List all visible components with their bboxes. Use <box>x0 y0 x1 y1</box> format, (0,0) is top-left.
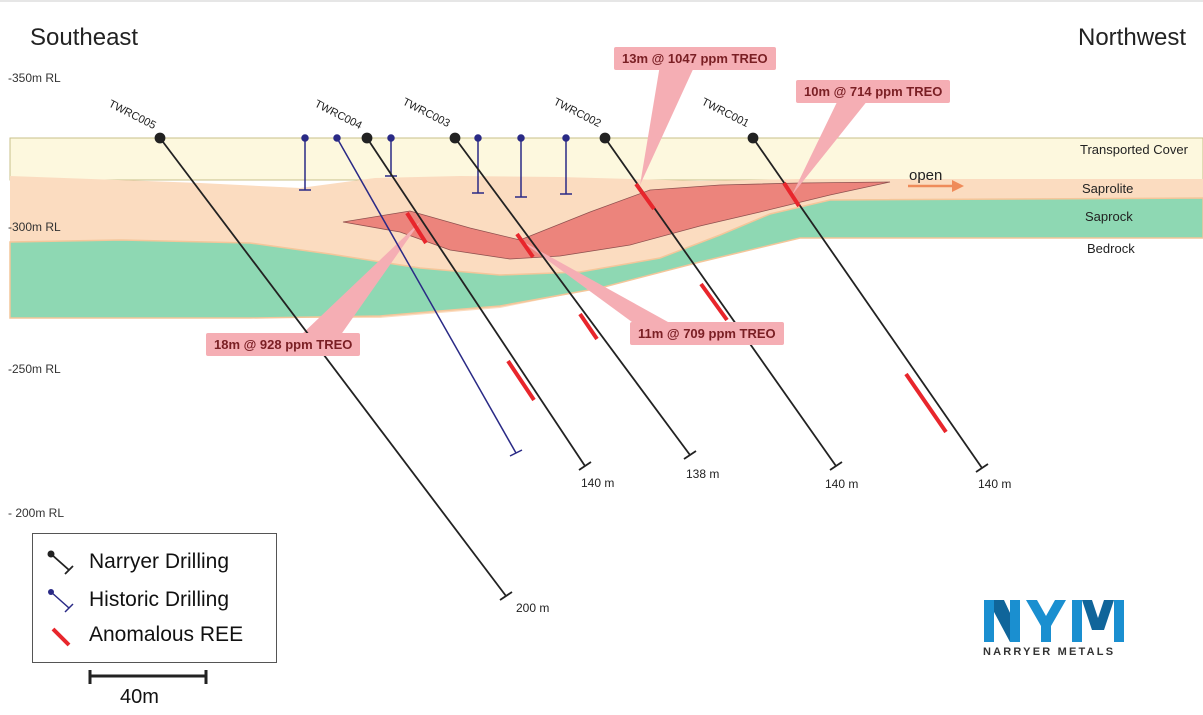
historic-drill-icon <box>48 589 74 613</box>
scale-bar-label: 40m <box>120 686 159 708</box>
saprock-layer <box>9 197 1203 319</box>
legend: Narryer Drilling Historic Drilling Anoma… <box>32 533 277 663</box>
open-arrow <box>908 180 964 192</box>
callout-pointer-18m <box>300 222 420 336</box>
callout-18m: 18m @ 928 ppm TREO <box>206 333 361 356</box>
saprock-label: Saprock <box>1085 209 1133 224</box>
depth-twrc003: 138 m <box>686 467 720 481</box>
transported-cover-label: Transported Cover <box>1080 142 1188 157</box>
callout-10m: 10m @ 714 ppm TREO <box>796 80 951 103</box>
legend-label-historic: Historic Drilling <box>89 588 230 611</box>
logo-company-name: NARRYER METALS <box>983 646 1116 658</box>
depth-twrc004: 140 m <box>581 476 615 490</box>
callout-pointer-11m <box>520 240 668 322</box>
rl-300-label: -300m RL <box>8 220 61 234</box>
anomalous-ree-icon <box>51 627 71 647</box>
open-label: open <box>909 167 943 184</box>
saprolite-label: Saprolite <box>1082 181 1134 196</box>
narryer-drill-icon <box>47 550 74 575</box>
callout-pointer-13m <box>640 65 695 185</box>
depth-twrc005: 200 m <box>516 601 550 615</box>
rl-200-label: - 200m RL <box>8 506 65 520</box>
callout-11m: 11m @ 709 ppm TREO <box>630 322 784 345</box>
depth-twrc001: 140 m <box>978 477 1012 491</box>
legend-label-narryer: Narryer Drilling <box>89 550 230 573</box>
bedrock-label: Bedrock <box>1087 241 1135 256</box>
legend-label-anomalous: Anomalous REE <box>89 623 244 646</box>
anomalous-ree-intervals <box>405 181 948 434</box>
legend-item-anomalous: Anomalous REE <box>33 619 276 653</box>
transported-cover-layer <box>9 137 1203 181</box>
scale-bar <box>88 670 208 684</box>
rl-250-label: -250m RL <box>8 362 61 376</box>
logo-mark <box>984 600 1124 642</box>
northwest-label: Northwest <box>1078 24 1187 51</box>
southeast-label: Southeast <box>30 24 139 51</box>
legend-item-narryer: Narryer Drilling <box>33 546 276 580</box>
callout-13m: 13m @ 1047 ppm TREO <box>614 47 776 70</box>
rl-350-label: -350m RL <box>8 71 61 85</box>
legend-item-historic: Historic Drilling <box>33 584 276 618</box>
depth-twrc002: 140 m <box>825 477 859 491</box>
historic-drill-holes <box>299 134 572 457</box>
ree-zone <box>342 181 891 260</box>
narryer-metals-logo <box>984 600 1124 642</box>
callout-pointer-10m <box>792 100 868 195</box>
